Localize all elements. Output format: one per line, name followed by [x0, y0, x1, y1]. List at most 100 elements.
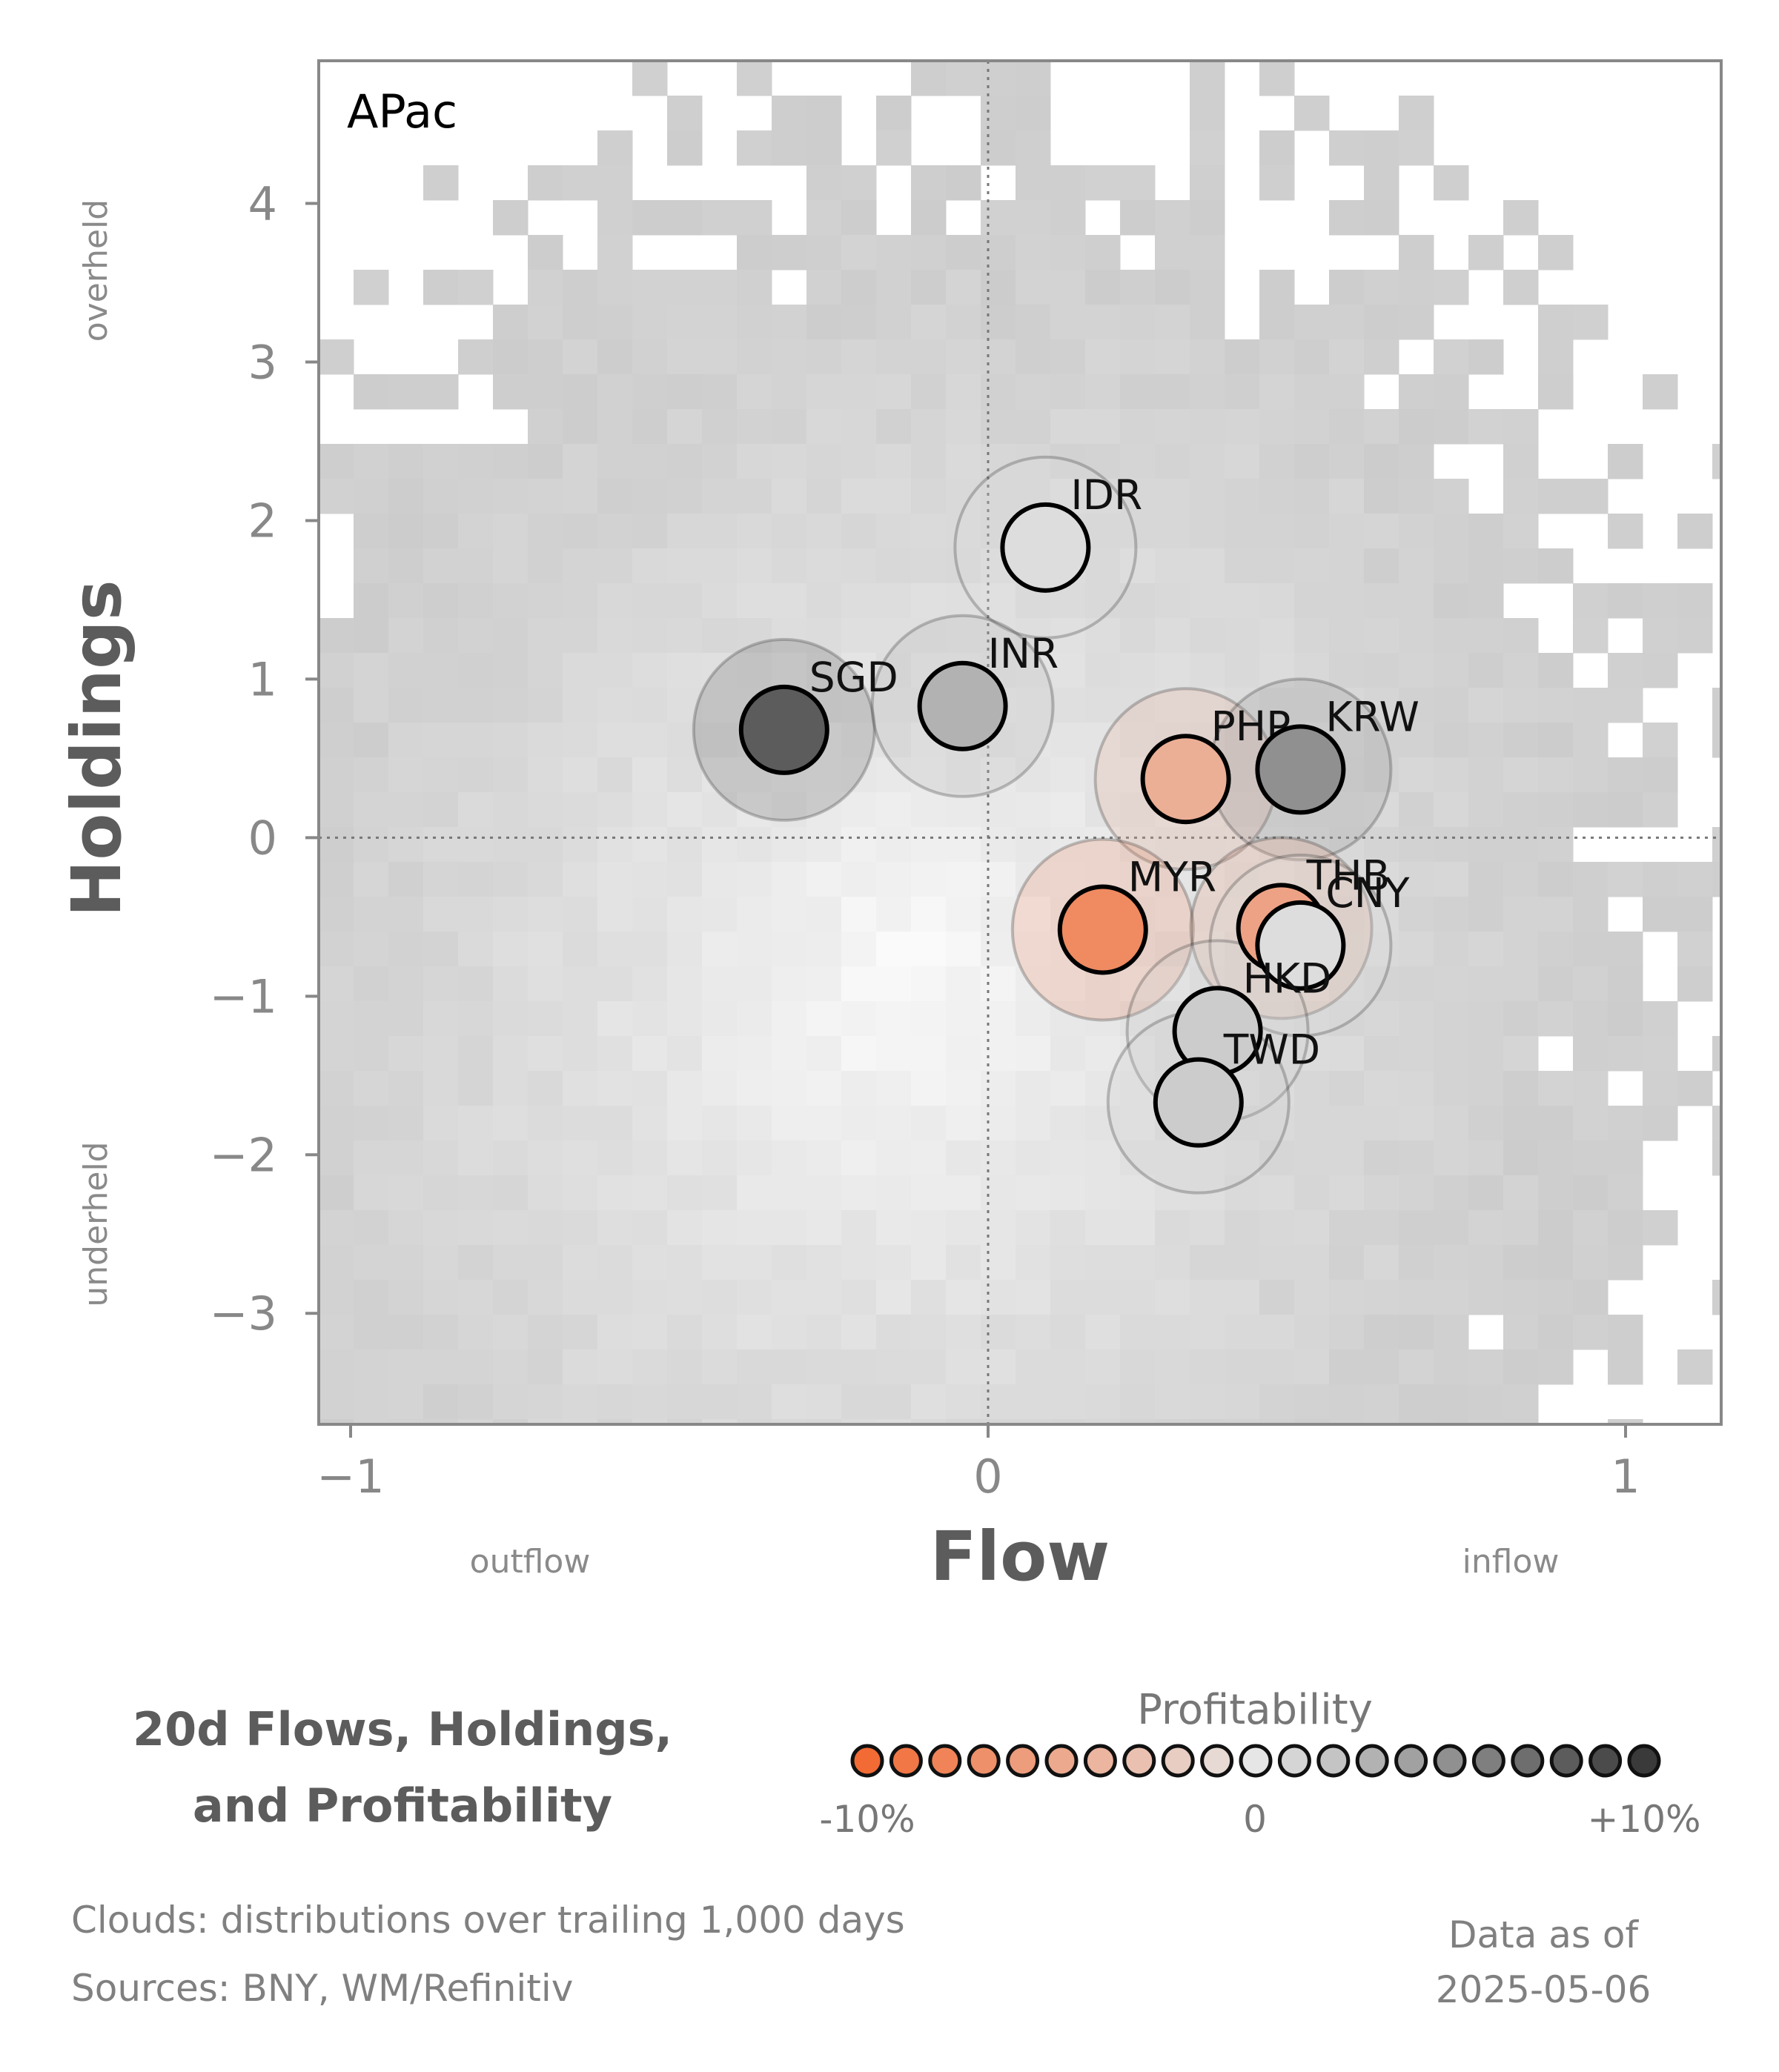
- cloud-cell: [1503, 1106, 1539, 1141]
- cloud-cell: [841, 1140, 877, 1176]
- cloud-cell: [458, 270, 494, 305]
- cloud-cell: [1294, 1071, 1330, 1106]
- cloud-cell: [354, 1001, 389, 1037]
- cloud-cell: [911, 61, 947, 96]
- cloud-cell: [458, 792, 494, 828]
- cloud-cell: [1050, 1036, 1086, 1072]
- cloud-cell: [911, 444, 947, 479]
- cloud-cell: [806, 235, 842, 270]
- cloud-cell: [1573, 1106, 1609, 1141]
- cloud-cell: [1120, 514, 1156, 549]
- cloud-cell: [1503, 966, 1539, 1002]
- cloud-cell: [528, 653, 563, 688]
- cloud-cell: [772, 792, 807, 828]
- cloud-cell: [354, 479, 389, 514]
- cloud-cell: [1399, 548, 1434, 584]
- cloud-cell: [1050, 827, 1086, 863]
- cloud-cell: [772, 235, 807, 270]
- cloud-cell: [1190, 200, 1225, 236]
- cloud-cell: [772, 1315, 807, 1350]
- cloud-cell: [1538, 1106, 1574, 1141]
- cloud-cell: [1399, 1106, 1434, 1141]
- cloud-cell: [1120, 1036, 1156, 1072]
- x-axis: −1 0 1: [317, 1424, 1640, 1504]
- cloud-cell: [737, 374, 772, 410]
- cloud-cell: [1016, 1106, 1051, 1141]
- cloud-cell: [458, 1071, 494, 1106]
- cloud-cell: [702, 723, 738, 758]
- cloud-cell: [632, 583, 668, 619]
- cloud-cell: [667, 1315, 703, 1350]
- cloud-cell: [354, 827, 389, 863]
- cloud-cell: [841, 235, 877, 270]
- cloud-cell: [319, 1280, 354, 1315]
- cloud-cell: [1329, 1175, 1365, 1211]
- cloud-cell: [597, 757, 633, 793]
- cloud-cell: [1434, 479, 1469, 514]
- cloud-cell: [458, 1140, 494, 1176]
- cloud-cell: [319, 1001, 354, 1037]
- density-cloud: [319, 61, 1721, 1424]
- cloud-cell: [1503, 270, 1539, 305]
- overheld-label: overheld: [77, 199, 115, 342]
- color-swatch: [1511, 1744, 1545, 1778]
- cloud-cell: [1225, 583, 1260, 619]
- color-scale-min-label: -10%: [819, 1798, 915, 1841]
- cloud-cell: [1329, 1280, 1365, 1315]
- cloud-cell: [354, 514, 389, 549]
- cloud-cell: [911, 200, 947, 236]
- cloud-cell: [1016, 1140, 1051, 1176]
- inflow-label: inflow: [1462, 1543, 1560, 1581]
- cloud-cell: [528, 374, 563, 410]
- cloud-cell: [737, 130, 772, 166]
- cloud-cell: [1155, 409, 1190, 445]
- cloud-cell: [1329, 688, 1365, 723]
- cloud-cell: [1155, 1175, 1190, 1211]
- cloud-cell: [1120, 270, 1156, 305]
- cloud-cell: [1225, 1140, 1260, 1176]
- cloud-cell: [423, 583, 459, 619]
- cloud-cell: [388, 653, 424, 688]
- cloud-cell: [1364, 409, 1399, 445]
- cloud-cell: [1468, 966, 1504, 1002]
- cloud-cell: [632, 339, 668, 375]
- cloud-cell: [423, 1349, 459, 1385]
- cloud-cell: [1434, 409, 1469, 445]
- cloud-cell: [1468, 1245, 1504, 1281]
- cloud-cell: [528, 165, 563, 201]
- cloud-cell: [1434, 618, 1469, 654]
- cloud-cell: [841, 339, 877, 375]
- cloud-cell: [1399, 723, 1434, 758]
- cloud-cell: [737, 653, 772, 688]
- cloud-cell: [1259, 444, 1295, 479]
- cloud-cell: [1643, 374, 1678, 410]
- cloud-cell: [563, 757, 598, 793]
- cloud-cell: [1259, 688, 1295, 723]
- cloud-cell: [563, 479, 598, 514]
- cloud-cell: [423, 1245, 459, 1281]
- cloud-cell: [876, 130, 912, 166]
- cloud-cell: [737, 1280, 772, 1315]
- cloud-cell: [1155, 1384, 1190, 1420]
- cloud-cell: [911, 966, 947, 1002]
- cloud-cell: [1399, 1001, 1434, 1037]
- cloud-cell: [1050, 409, 1086, 445]
- cloud-cell: [1329, 618, 1365, 654]
- cloud-cell: [1329, 270, 1365, 305]
- cloud-cell: [632, 514, 668, 549]
- cloud-cell: [876, 723, 912, 758]
- cloud-cell: [528, 792, 563, 828]
- cloud-cell: [597, 235, 633, 270]
- cloud-cell: [806, 1384, 842, 1420]
- cloud-cell: [1573, 862, 1609, 897]
- cloud-cell: [388, 1349, 424, 1385]
- cloud-cell: [772, 966, 807, 1002]
- cloud-cell: [493, 1106, 529, 1141]
- cloud-cell: [1608, 1106, 1643, 1141]
- cloud-cell: [1190, 583, 1225, 619]
- cloud-cell: [946, 270, 981, 305]
- cloud-cell: [1608, 1210, 1643, 1246]
- cloud-cell: [1085, 1106, 1121, 1141]
- cloud-cell: [1050, 270, 1086, 305]
- cloud-cell: [632, 479, 668, 514]
